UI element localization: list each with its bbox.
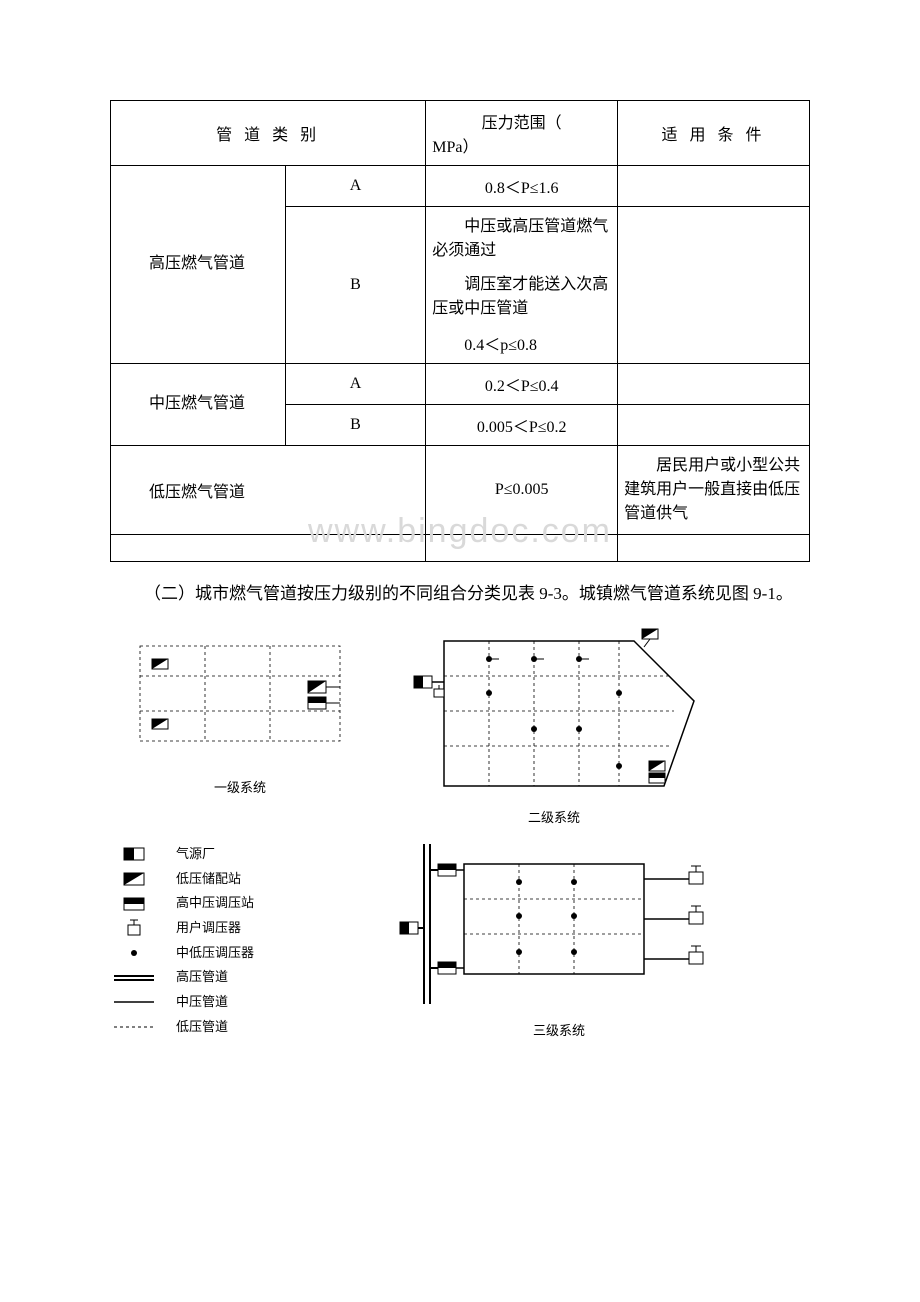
legend-label: 中压管道 — [176, 990, 228, 1015]
hdr-pressure-l1: 压力范围（ — [432, 109, 611, 133]
figure-level3: 三级系统 — [394, 834, 724, 1039]
table-row: 高压燃气管道 A 0.8＜P≤1.6 — [111, 166, 810, 207]
lp-pipe-icon — [110, 1024, 158, 1030]
hdr-pipeline-type: 管 道 类 别 — [111, 101, 426, 166]
table-row: 中压燃气管道 A 0.2＜P≤0.4 — [111, 364, 810, 405]
cell-mp-A: A — [285, 364, 425, 405]
mp-B-range-text: 0.005＜P≤0.2 — [432, 413, 611, 437]
empty-cell — [111, 535, 426, 562]
source-plant-icon — [110, 847, 158, 861]
cell-mp-B-cond — [618, 405, 810, 446]
table-row — [111, 535, 810, 562]
lp-label-text: 低压燃气管道 — [117, 478, 419, 502]
empty-cell — [426, 535, 618, 562]
figure-level1: 一级系统 — [110, 621, 370, 796]
legend-item: 低压管道 — [110, 1015, 370, 1040]
legend-item: 用户调压器 — [110, 916, 370, 941]
cell-hp-B: B — [285, 207, 425, 364]
legend-label: 高压管道 — [176, 965, 228, 990]
cell-mp-A-range: 0.2＜P≤0.4 — [426, 364, 618, 405]
legend-label: 高中压调压站 — [176, 891, 254, 916]
figure-row-2: 气源厂 低压储配站 高中压调压站 — [110, 834, 810, 1040]
pipeline-pressure-table: 管 道 类 别 压力范围（ MPa） 适 用 条 件 高压燃气管道 A 0.8＜… — [110, 100, 810, 562]
cell-mp-B-range: 0.005＜P≤0.2 — [426, 405, 618, 446]
hp-B-note1: 中压或高压管道燃气必须通过 — [432, 215, 611, 263]
cell-hp-label: 高压燃气管道 — [111, 166, 286, 364]
figure-level2: 二级系统 — [394, 621, 714, 826]
hp-label-text: 高压燃气管道 — [117, 250, 279, 279]
caption-level3: 三级系统 — [533, 1020, 585, 1039]
figures-block: 一级系统 — [110, 621, 810, 1040]
legend-label: 中低压调压器 — [176, 941, 254, 966]
table-row: 低压燃气管道 P≤0.005 居民用户或小型公共建筑用户一般直接由低压管道供气 — [111, 446, 810, 535]
figure-row-1: 一级系统 — [110, 621, 810, 826]
cell-mp-B: B — [285, 405, 425, 446]
lp-cond-text: 居民用户或小型公共建筑用户一般直接由低压管道供气 — [624, 454, 803, 526]
cell-mp-A-cond — [618, 364, 810, 405]
legend-label: 用户调压器 — [176, 916, 241, 941]
legend-item: 高压管道 — [110, 965, 370, 990]
level3-diagram-svg — [394, 834, 724, 1014]
cell-hp-B-cond — [618, 207, 810, 364]
empty-cell — [618, 535, 810, 562]
mp-label-text: 中压燃气管道 — [117, 390, 279, 419]
legend-label: 低压管道 — [176, 1015, 228, 1040]
legend-item: 高中压调压站 — [110, 891, 370, 916]
cell-hp-A: A — [285, 166, 425, 207]
caption-level2: 二级系统 — [528, 807, 580, 826]
cell-lp-label: 低压燃气管道 — [111, 446, 426, 535]
legend-item: 中低压调压器 — [110, 941, 370, 966]
figure-legend: 气源厂 低压储配站 高中压调压站 — [110, 842, 370, 1040]
page: 管 道 类 别 压力范围（ MPa） 适 用 条 件 高压燃气管道 A 0.8＜… — [0, 0, 920, 1099]
hp-pipe-icon — [110, 973, 158, 983]
user-regulator-icon — [110, 919, 158, 937]
hp-B-note2: 调压室才能送入次高压或中压管道 — [432, 273, 611, 321]
hdr-condition: 适 用 条 件 — [618, 101, 810, 166]
level1-diagram-svg — [110, 621, 370, 771]
cell-hp-B-range: 中压或高压管道燃气必须通过 调压室才能送入次高压或中压管道 0.4＜p≤0.8 — [426, 207, 618, 364]
cell-hp-A-cond — [618, 166, 810, 207]
legend-label: 气源厂 — [176, 842, 215, 867]
ml-regulator-icon — [110, 946, 158, 960]
hdr-pressure-unit: MPa） — [432, 133, 611, 157]
legend-item: 中压管道 — [110, 990, 370, 1015]
legend-label: 低压储配站 — [176, 867, 241, 892]
cell-lp-cond: 居民用户或小型公共建筑用户一般直接由低压管道供气 — [618, 446, 810, 535]
paragraph-classification: （二）城市燃气管道按压力级别的不同组合分类见表 9-3。城镇燃气管道系统见图 9… — [110, 580, 810, 609]
cell-mp-label: 中压燃气管道 — [111, 364, 286, 446]
caption-level1: 一级系统 — [214, 777, 266, 796]
lp-storage-icon — [110, 872, 158, 886]
hdr-pressure: 压力范围（ MPa） — [426, 101, 618, 166]
legend-item: 气源厂 — [110, 842, 370, 867]
level2-diagram-svg — [394, 621, 714, 801]
cell-lp-range: P≤0.005 — [426, 446, 618, 535]
hm-regulator-icon — [110, 896, 158, 912]
table-header-row: 管 道 类 别 压力范围（ MPa） 适 用 条 件 — [111, 101, 810, 166]
hp-B-range: 0.4＜p≤0.8 — [432, 331, 611, 355]
legend-item: 低压储配站 — [110, 867, 370, 892]
cell-hp-A-range: 0.8＜P≤1.6 — [426, 166, 618, 207]
mp-pipe-icon — [110, 999, 158, 1005]
